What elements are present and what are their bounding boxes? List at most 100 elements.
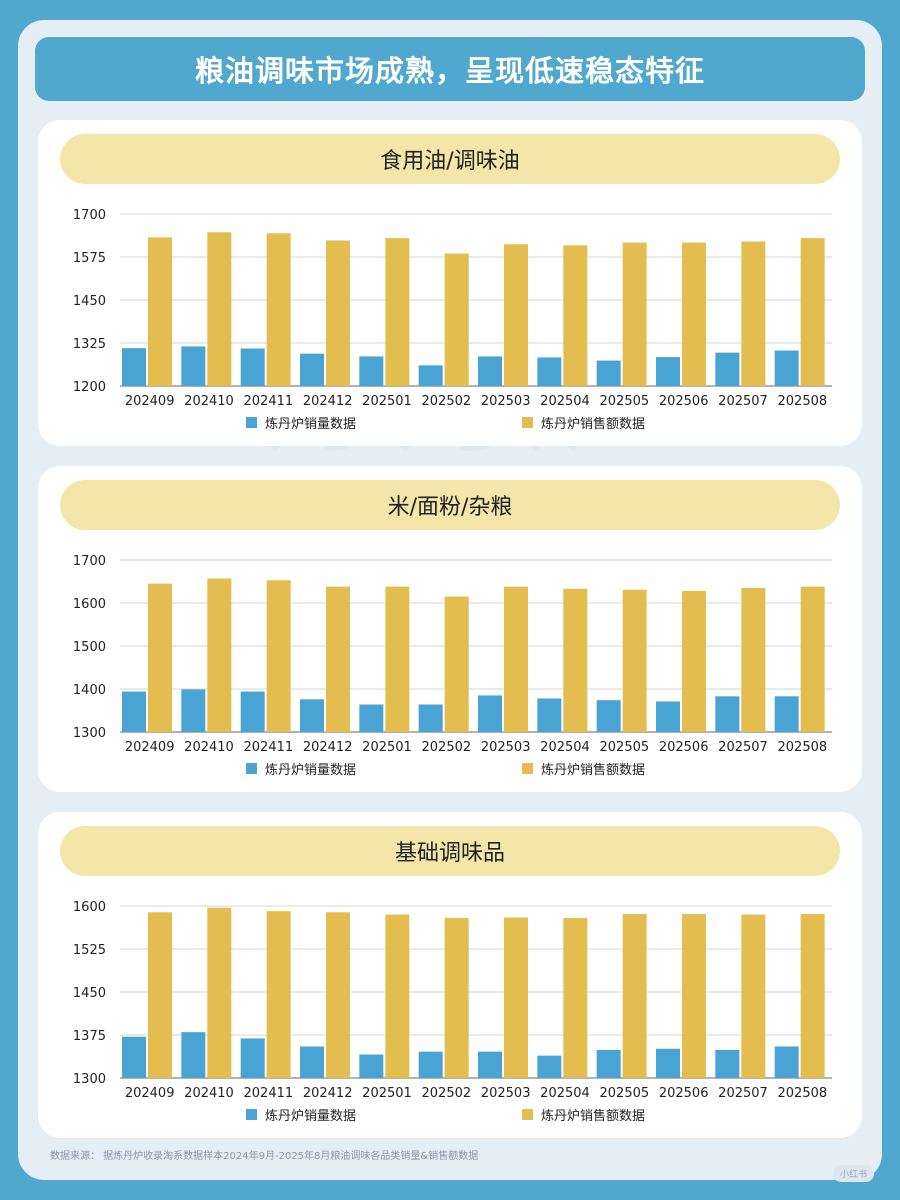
legend-label: 炼丹炉销量数据 xyxy=(265,1109,356,1124)
bar-sales xyxy=(800,914,825,1078)
bar-sales xyxy=(563,588,588,732)
legend-swatch xyxy=(246,1109,257,1120)
bar-sales xyxy=(504,917,528,1078)
bar-volume xyxy=(596,360,621,386)
bar-sales xyxy=(148,583,172,732)
bar-sales xyxy=(444,918,469,1078)
x-tick-label: 202508 xyxy=(778,394,828,409)
bar-volume xyxy=(537,357,562,386)
bar-sales xyxy=(682,242,706,386)
y-tick-label: 1300 xyxy=(73,726,106,741)
x-tick-label: 202504 xyxy=(540,394,590,409)
x-tick-label: 202409 xyxy=(125,394,175,409)
bar-sales xyxy=(326,240,350,386)
y-tick-label: 1325 xyxy=(73,337,106,352)
y-tick-label: 1525 xyxy=(73,943,106,958)
bar-volume xyxy=(418,1051,443,1078)
x-tick-label: 202501 xyxy=(362,1086,412,1101)
x-tick-label: 202508 xyxy=(778,740,828,755)
x-tick-label: 202409 xyxy=(125,1086,175,1101)
x-tick-label: 202505 xyxy=(600,740,650,755)
x-tick-label: 202507 xyxy=(718,740,768,755)
bar-sales xyxy=(741,587,766,732)
bar-sales xyxy=(326,912,350,1078)
x-tick-label: 202409 xyxy=(125,740,175,755)
bar-volume xyxy=(240,348,265,386)
bar-volume xyxy=(537,698,562,732)
bar-sales xyxy=(444,596,469,732)
bar-volume xyxy=(715,352,740,386)
chart-title: 基础调味品 xyxy=(60,826,840,876)
bar-volume xyxy=(656,701,680,732)
bar-volume xyxy=(122,691,146,732)
y-tick-label: 1700 xyxy=(73,208,106,223)
bar-sales xyxy=(148,237,172,386)
bar-sales xyxy=(385,914,410,1078)
bar-volume xyxy=(359,704,384,732)
x-tick-label: 202412 xyxy=(303,1086,353,1101)
x-tick-label: 202507 xyxy=(718,1086,768,1101)
bar-sales xyxy=(207,232,232,386)
bar-sales xyxy=(563,918,588,1078)
y-tick-label: 1450 xyxy=(73,986,106,1001)
x-tick-label: 202504 xyxy=(540,740,590,755)
bar-sales xyxy=(622,242,647,386)
bar-volume xyxy=(715,1049,740,1078)
bar-chart-rice-flour-grains: 1300 1400 1500 1600 1700 202409 202410 202411 20… xyxy=(73,554,832,778)
x-tick-label: 202502 xyxy=(422,740,472,755)
x-tick-label: 202411 xyxy=(244,1086,294,1101)
bar-sales xyxy=(622,914,647,1078)
x-tick-label: 202502 xyxy=(422,394,472,409)
bar-sales xyxy=(682,590,706,732)
bar-volume xyxy=(300,699,324,732)
x-tick-label: 202505 xyxy=(600,1086,650,1101)
bar-volume xyxy=(774,696,799,732)
x-tick-label: 202411 xyxy=(244,740,294,755)
page-title: 粮油调味市场成熟，呈现低速稳态特征 xyxy=(35,37,865,101)
x-tick-label: 202503 xyxy=(481,394,531,409)
bar-sales xyxy=(385,586,410,732)
x-tick-label: 202503 xyxy=(481,1086,531,1101)
y-tick-label: 1400 xyxy=(73,683,106,698)
bar-sales xyxy=(326,586,350,732)
x-tick-label: 202507 xyxy=(718,394,768,409)
bar-sales xyxy=(800,238,825,386)
bar-volume xyxy=(181,689,206,732)
chart-title: 米/面粉/杂粮 xyxy=(60,480,840,530)
bar-volume xyxy=(122,1036,146,1078)
legend-swatch xyxy=(522,763,533,774)
x-tick-label: 202410 xyxy=(184,740,234,755)
bar-volume xyxy=(656,357,680,386)
bar-sales xyxy=(741,241,766,386)
legend-label: 炼丹炉销售额数据 xyxy=(541,762,645,778)
y-tick-label: 1450 xyxy=(73,294,106,309)
x-tick-label: 202506 xyxy=(659,1086,709,1101)
bar-sales xyxy=(563,245,588,386)
bar-volume xyxy=(478,695,502,732)
y-tick-label: 1600 xyxy=(73,900,106,915)
bar-sales xyxy=(385,238,410,386)
legend-swatch xyxy=(522,1109,533,1120)
bar-sales xyxy=(148,912,172,1078)
y-tick-label: 1700 xyxy=(73,554,106,569)
x-tick-label: 202410 xyxy=(184,1086,234,1101)
bar-volume xyxy=(656,1048,680,1078)
chart-title: 食用油/调味油 xyxy=(60,134,840,184)
bar-sales xyxy=(266,911,291,1078)
y-tick-label: 1300 xyxy=(73,1072,106,1087)
bar-volume xyxy=(122,348,146,386)
legend-label: 炼丹炉销量数据 xyxy=(265,417,356,432)
x-tick-label: 202508 xyxy=(778,1086,828,1101)
bar-volume xyxy=(181,1032,206,1078)
x-tick-label: 202411 xyxy=(244,394,294,409)
bar-sales xyxy=(682,914,706,1078)
y-tick-label: 1375 xyxy=(73,1029,106,1044)
bar-volume xyxy=(596,700,621,732)
y-tick-label: 1500 xyxy=(73,640,106,655)
bar-sales xyxy=(266,233,291,386)
x-tick-label: 202505 xyxy=(600,394,650,409)
x-tick-label: 202412 xyxy=(303,740,353,755)
bar-volume xyxy=(596,1049,621,1078)
bar-sales xyxy=(741,914,766,1078)
x-tick-label: 202504 xyxy=(540,1086,590,1101)
